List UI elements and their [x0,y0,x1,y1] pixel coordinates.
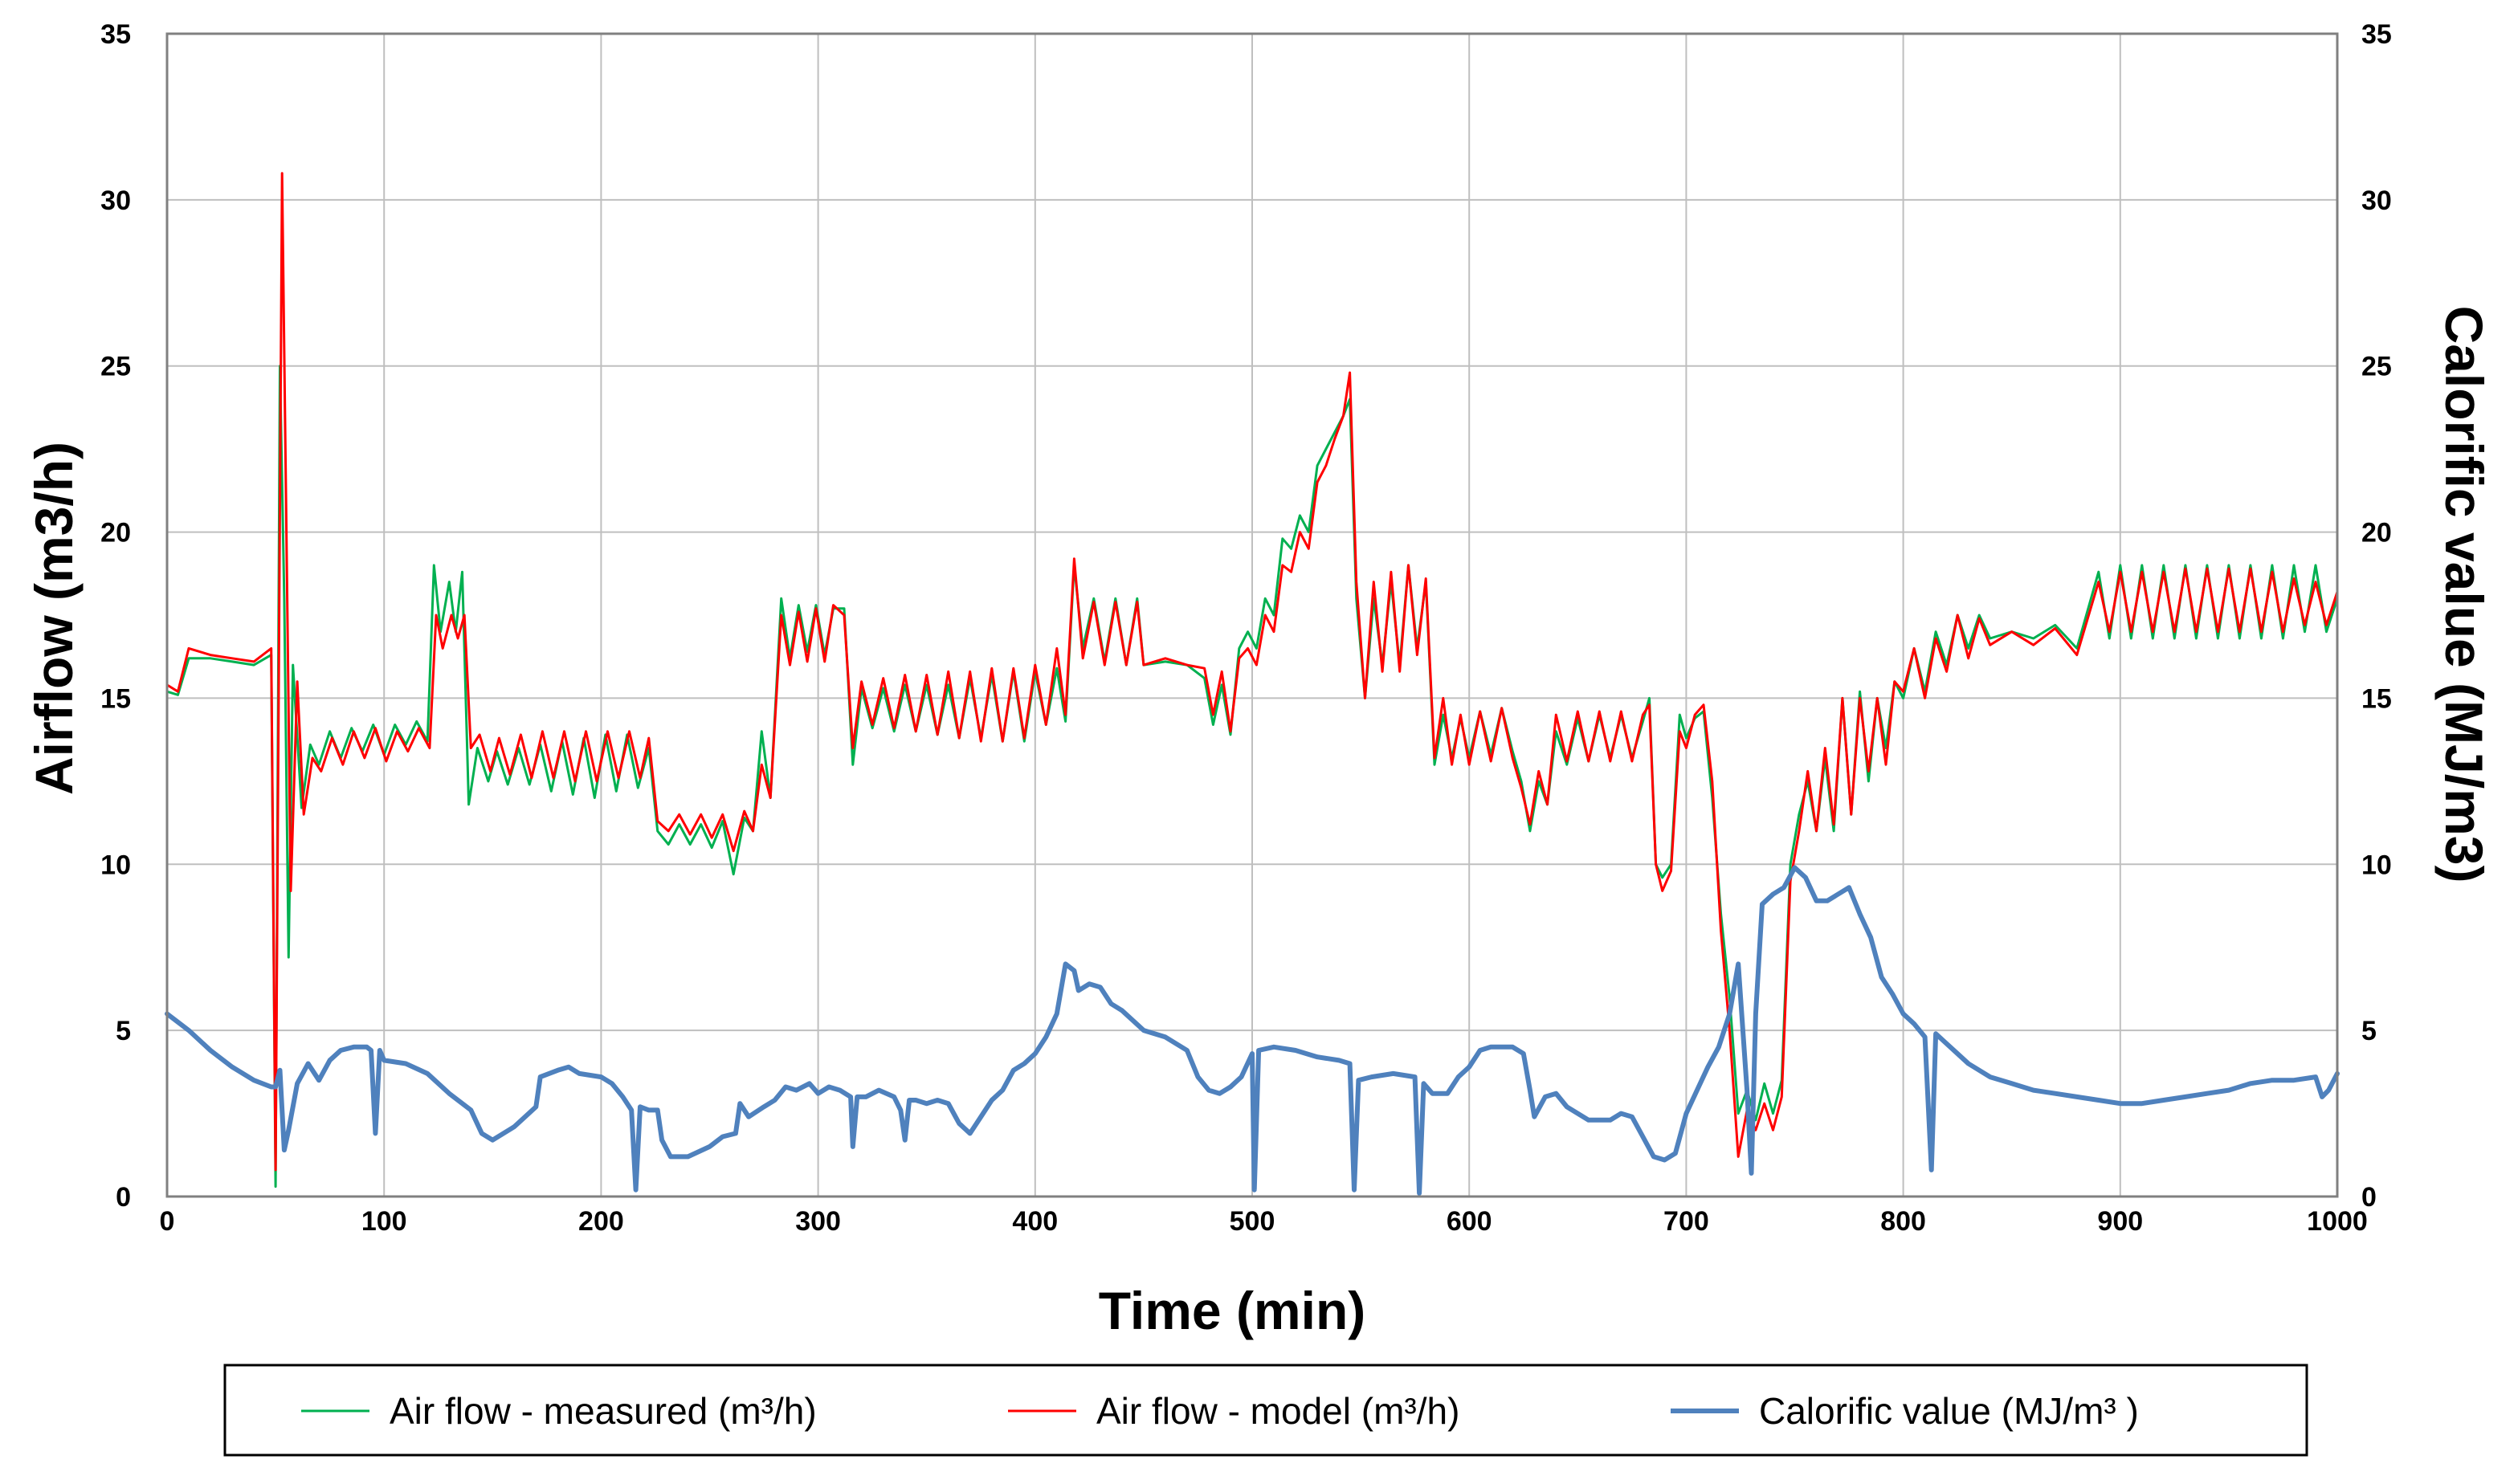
series-line-airflow-measured [165,365,2339,1188]
x-tick-label: 0 [160,1206,175,1237]
x-tick-labels: 0 100 200 300 400 500 600 700 800 900 1000 [160,1206,2368,1237]
grid [166,33,2338,1197]
x-tick-label: 400 [1012,1206,1058,1237]
legend-label-measured: Air flow - measured (m³/h) [390,1390,817,1432]
y-right-tick-labels: 0 5 10 15 20 25 30 35 [2361,19,2392,1213]
x-tick-label: 1000 [2307,1206,2368,1237]
y-left-tick-label: 5 [116,1016,131,1046]
y-right-tick-label: 10 [2361,850,2392,880]
y-right-tick-label: 5 [2361,1016,2377,1046]
y-left-tick-label: 35 [100,19,131,50]
series-line-airflow-model [165,172,2339,1172]
y-right-tick-label: 25 [2361,352,2392,382]
x-axis-title: Time (min) [1099,1281,1365,1340]
legend: Air flow - measured (m³/h) Air flow - mo… [223,1364,2308,1457]
y-left-tick-label: 30 [100,186,131,216]
x-tick-label: 900 [2097,1206,2143,1237]
series-group [165,172,2340,1196]
plot-frame [165,32,2339,1198]
y-left-tick-label: 20 [100,518,131,548]
y-left-tick-label: 0 [116,1182,131,1213]
x-tick-label: 300 [795,1206,841,1237]
x-tick-label: 500 [1230,1206,1275,1237]
y-right-tick-label: 30 [2361,186,2392,216]
y-right-axis-title: Calorific value (MJ/m3) [2434,306,2494,883]
x-tick-label: 700 [1663,1206,1709,1237]
y-right-tick-label: 20 [2361,518,2392,548]
legend-label-model: Air flow - model (m³/h) [1096,1390,1459,1432]
x-tick-label: 800 [1880,1206,1926,1237]
y-left-axis-title: Airflow (m3/h) [24,442,84,795]
y-left-tick-labels: 0 5 10 15 20 25 30 35 [100,19,131,1213]
y-left-tick-label: 25 [100,352,131,382]
x-tick-label: 600 [1447,1206,1492,1237]
y-right-tick-label: 15 [2361,683,2392,714]
x-tick-label: 100 [361,1206,407,1237]
legend-box [223,1364,2308,1457]
legend-label-calorific: Calorific value (MJ/m³ ) [1759,1390,2139,1432]
y-left-tick-label: 15 [100,683,131,714]
x-tick-label: 200 [578,1206,624,1237]
y-left-tick-label: 10 [100,850,131,880]
y-right-tick-label: 35 [2361,19,2392,50]
y-right-tick-label: 0 [2361,1182,2377,1213]
series-line-calorific [165,865,2340,1196]
